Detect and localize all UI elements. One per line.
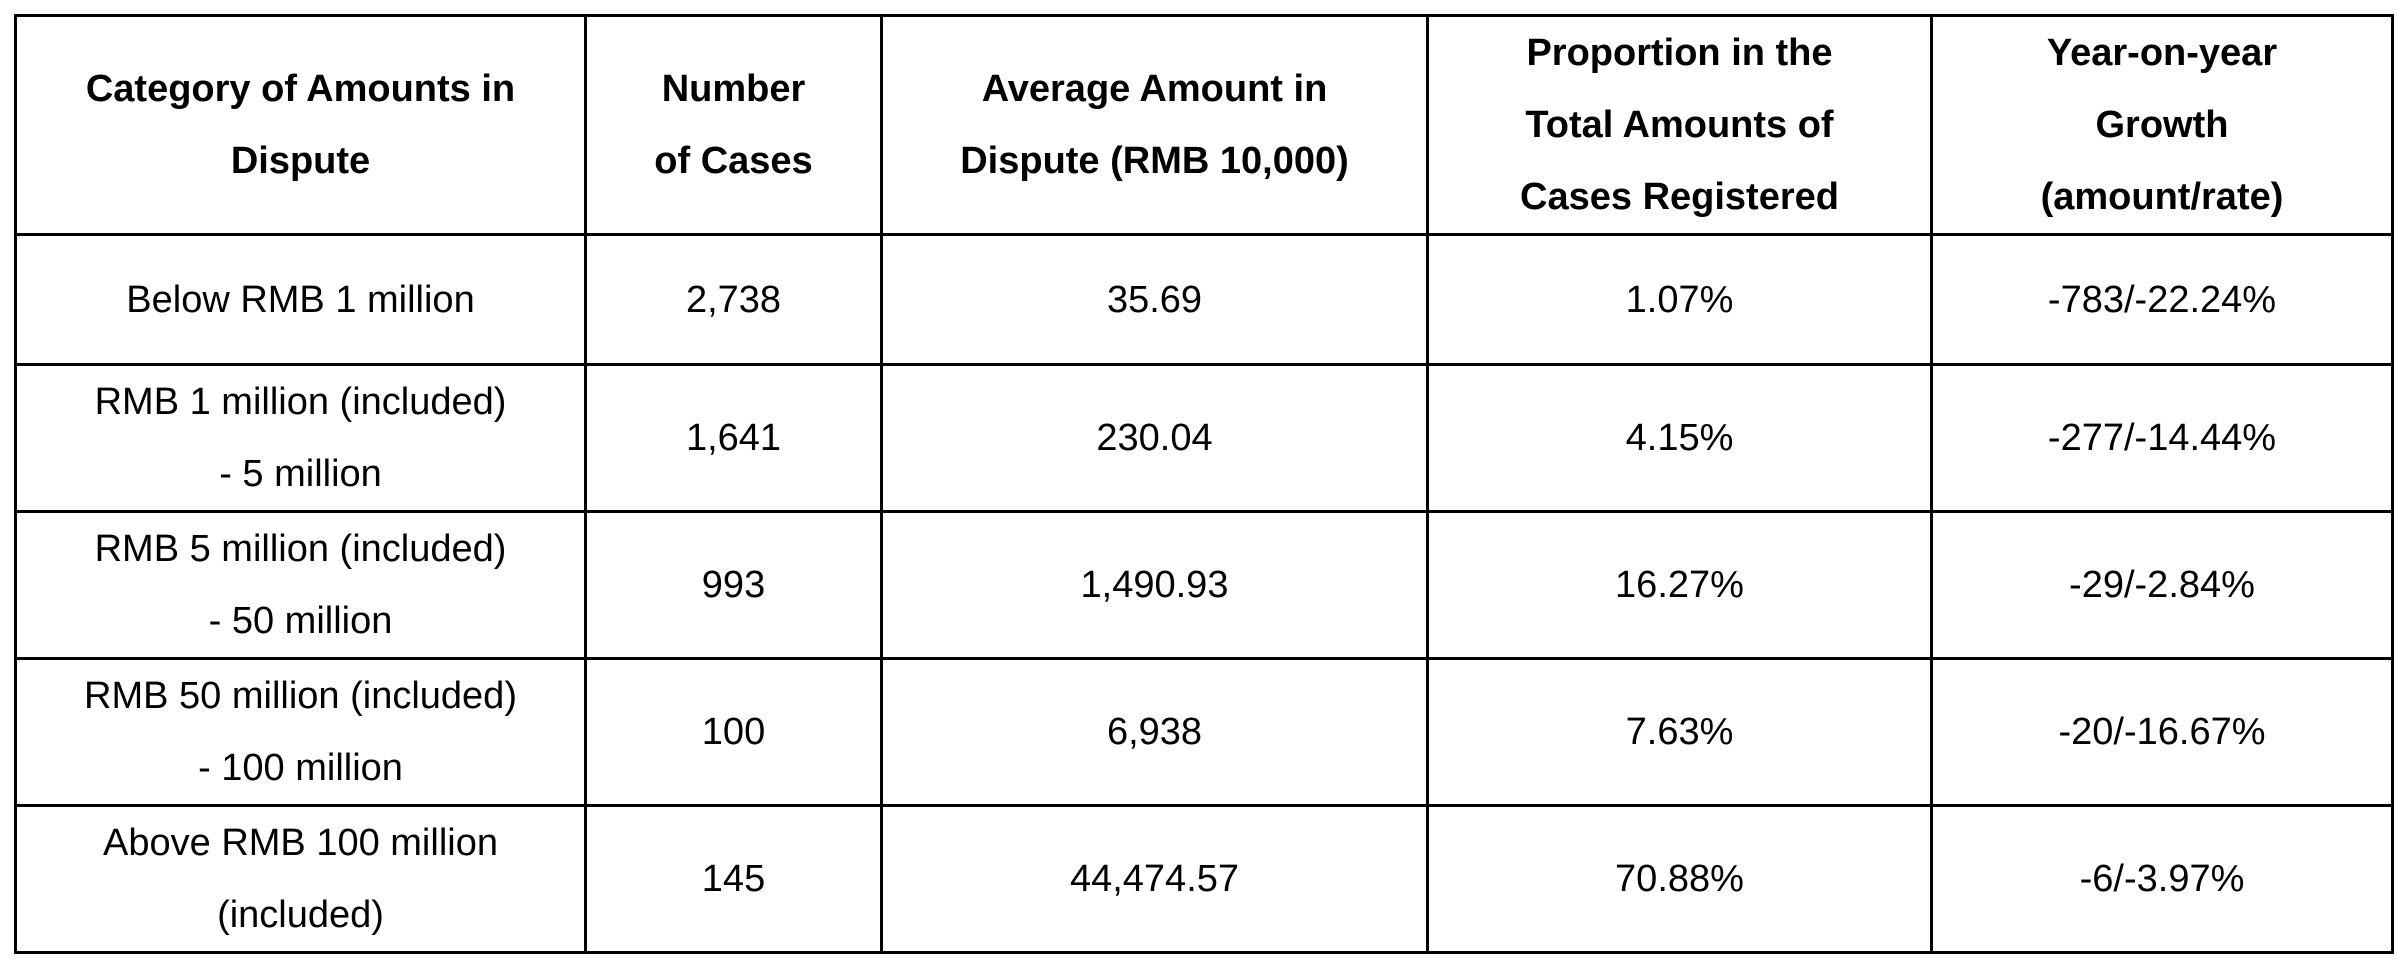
cell-category-text: Above RMB 100 million (included) (103, 822, 498, 936)
cell-proportion-text: 4.15% (1625, 417, 1734, 459)
cell-proportion: 7.63% (1426, 657, 1933, 807)
cell-average-amount-text: 44,474.57 (1069, 858, 1240, 900)
cell-number-of-cases: 2,738 (584, 233, 883, 366)
table-header: Category of Amounts in Dispute Number of… (14, 14, 2394, 236)
cell-average-amount: 35.69 (880, 233, 1429, 366)
cell-category: RMB 5 million (included) - 50 million (14, 510, 587, 660)
cell-number-of-cases: 1,641 (584, 363, 883, 513)
dispute-amount-table-container: Category of Amounts in Dispute Number of… (14, 14, 2394, 954)
cell-yoy-growth-text: -29/-2.84% (2069, 564, 2255, 606)
cell-number-of-cases-text: 2,738 (685, 278, 782, 321)
cell-number-of-cases: 100 (584, 657, 883, 807)
cell-average-amount-text: 230.04 (1096, 417, 1213, 459)
header-proportion-label: Proportion in the Total Amounts of Cases… (1520, 32, 1839, 218)
table-row: RMB 1 million (included) - 5 million 1,6… (14, 363, 2394, 513)
header-row: Category of Amounts in Dispute Number of… (14, 14, 2394, 236)
table-row: RMB 5 million (included) - 50 million 99… (14, 510, 2394, 660)
header-average-amount-label: Average Amount in Dispute (RMB 10,000) (960, 68, 1349, 182)
cell-proportion: 1.07% (1426, 233, 1933, 366)
cell-yoy-growth: -277/-14.44% (1930, 363, 2394, 513)
cell-yoy-growth-text: -277/-14.44% (2047, 417, 2277, 459)
cell-average-amount-text: 6,938 (1106, 711, 1203, 753)
cell-yoy-growth-text: -783/-22.24% (2047, 278, 2277, 321)
cell-yoy-growth: -29/-2.84% (1930, 510, 2394, 660)
cell-proportion-text: 1.07% (1625, 278, 1734, 321)
header-category-label: Category of Amounts in Dispute (85, 68, 516, 182)
header-proportion: Proportion in the Total Amounts of Cases… (1426, 14, 1933, 236)
cell-number-of-cases-text: 993 (701, 564, 766, 606)
cell-category: Above RMB 100 million (included) (14, 804, 587, 954)
cell-proportion-text: 70.88% (1615, 858, 1744, 900)
cell-yoy-growth-text: -20/-16.67% (2058, 711, 2266, 753)
cell-yoy-growth: -20/-16.67% (1930, 657, 2394, 807)
cell-category: RMB 50 million (included) - 100 million (14, 657, 587, 807)
cell-category-text: RMB 1 million (included) - 5 million (94, 381, 507, 495)
table-row: Above RMB 100 million (included) 145 44,… (14, 804, 2394, 954)
cell-average-amount: 1,490.93 (880, 510, 1429, 660)
cell-category-text: RMB 50 million (included) - 100 million (84, 675, 517, 789)
header-average-amount: Average Amount in Dispute (RMB 10,000) (880, 14, 1429, 236)
cell-number-of-cases: 145 (584, 804, 883, 954)
cell-yoy-growth: -6/-3.97% (1930, 804, 2394, 954)
cell-category: Below RMB 1 million (14, 233, 587, 366)
cell-average-amount: 44,474.57 (880, 804, 1429, 954)
header-number-of-cases: Number of Cases (584, 14, 883, 236)
header-number-of-cases-label: Number of Cases (654, 68, 813, 182)
header-yoy-growth-label: Year-on-year Growth (amount/rate) (2040, 32, 2284, 218)
cell-proportion: 16.27% (1426, 510, 1933, 660)
cell-average-amount-text: 1,490.93 (1080, 564, 1229, 606)
cell-proportion: 4.15% (1426, 363, 1933, 513)
table-row: RMB 50 million (included) - 100 million … (14, 657, 2394, 807)
cell-yoy-growth-text: -6/-3.97% (2079, 858, 2245, 900)
table-row: Below RMB 1 million 2,738 35.69 1.07% -7… (14, 233, 2394, 366)
cell-average-amount: 230.04 (880, 363, 1429, 513)
cell-category-text: Below RMB 1 million (126, 278, 475, 321)
header-category: Category of Amounts in Dispute (14, 14, 587, 236)
table-body: Below RMB 1 million 2,738 35.69 1.07% -7… (14, 233, 2394, 954)
cell-proportion-text: 7.63% (1625, 711, 1734, 753)
cell-average-amount: 6,938 (880, 657, 1429, 807)
cell-category: RMB 1 million (included) - 5 million (14, 363, 587, 513)
dispute-amount-table: Category of Amounts in Dispute Number of… (14, 14, 2394, 954)
header-yoy-growth: Year-on-year Growth (amount/rate) (1930, 14, 2394, 236)
cell-category-text: RMB 5 million (included) - 50 million (94, 528, 507, 642)
cell-average-amount-text: 35.69 (1106, 278, 1203, 321)
cell-number-of-cases-text: 100 (701, 711, 766, 753)
cell-proportion: 70.88% (1426, 804, 1933, 954)
cell-proportion-text: 16.27% (1615, 564, 1744, 606)
cell-number-of-cases-text: 145 (701, 858, 766, 900)
cell-number-of-cases: 993 (584, 510, 883, 660)
cell-yoy-growth: -783/-22.24% (1930, 233, 2394, 366)
cell-number-of-cases-text: 1,641 (685, 417, 782, 459)
